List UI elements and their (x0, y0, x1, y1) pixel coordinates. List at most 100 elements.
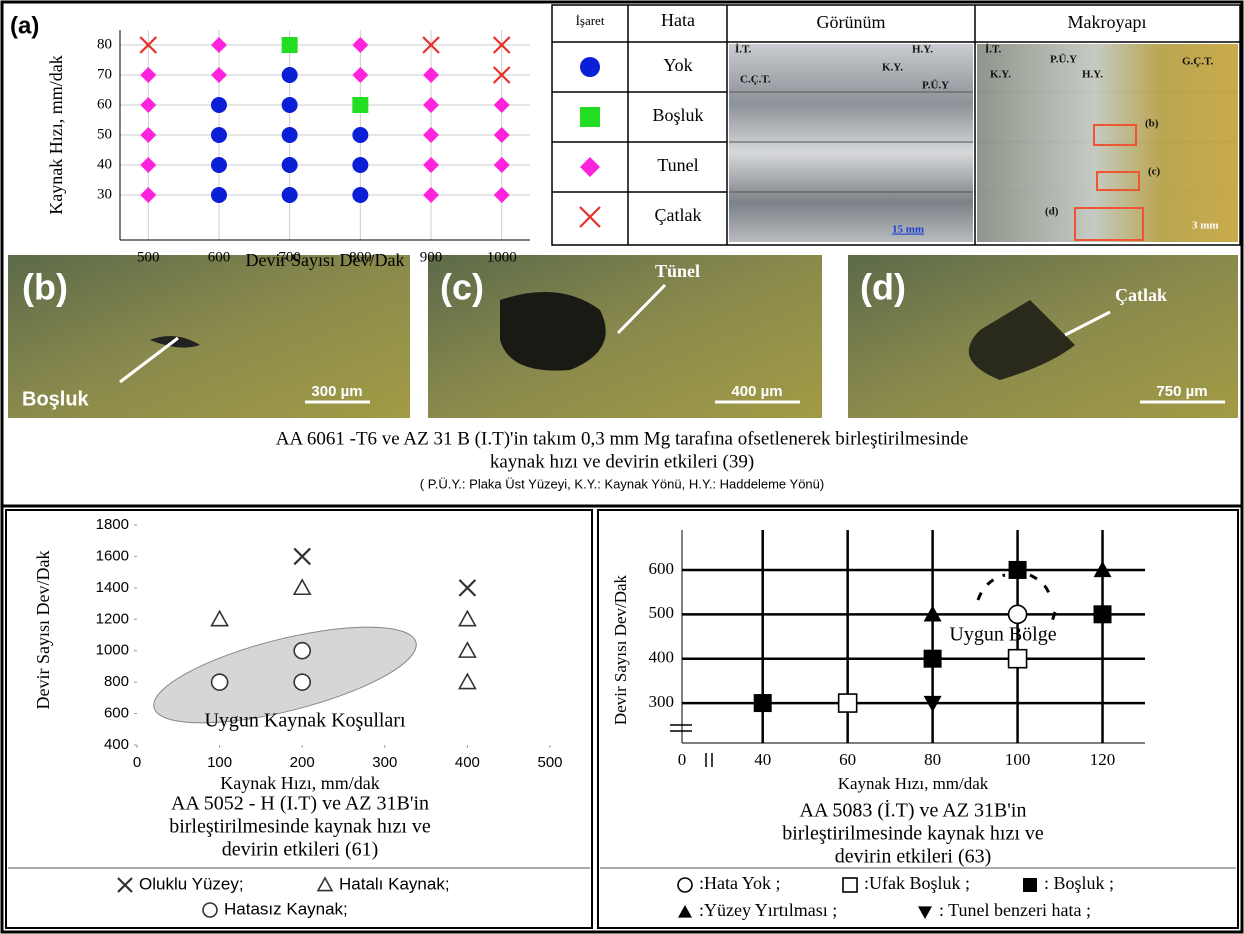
chart-title: birleştirilmesinde kaynak hızı ve (782, 823, 1044, 845)
point (140, 97, 156, 113)
panel-label: (a) (10, 12, 39, 39)
chart-title: AA 5083 (İ.T) ve AZ 31B'in (800, 799, 1027, 822)
point (352, 157, 368, 173)
y-tick-label: 30 (97, 186, 112, 202)
point (352, 127, 368, 143)
legend-label: Oluklu Yüzey; (139, 874, 244, 893)
y-tick-label: 1400 (96, 579, 129, 596)
photo-label: P.Ü.Y (922, 79, 949, 92)
x-axis-title: Devir Sayısı Dev/Dak (246, 250, 405, 270)
point (423, 127, 439, 143)
point (423, 97, 439, 113)
point (423, 67, 439, 83)
point (1009, 605, 1027, 623)
point (352, 187, 368, 203)
scale-label: 3 mm (1192, 220, 1219, 232)
legend-marker (678, 878, 692, 892)
photo-label: (d) (1045, 206, 1059, 218)
point (494, 187, 510, 203)
point (212, 611, 228, 625)
y-tick-label: 60 (97, 96, 112, 112)
point (211, 157, 227, 173)
macro-photo (977, 44, 1238, 242)
x-axis-title: Kaynak Hızı, mm/dak (838, 774, 989, 793)
point (282, 67, 298, 83)
point (459, 674, 475, 688)
point (352, 97, 368, 113)
photo-label: (c) (1148, 166, 1161, 178)
point (211, 37, 227, 53)
legend-marker (843, 878, 857, 892)
y-axis-title: Devir Sayısı Dev/Dak (33, 551, 53, 710)
point (211, 187, 227, 203)
table-header: Görünüm (817, 12, 886, 32)
legend-label: Tunel (657, 155, 698, 175)
micrograph-annotation: Boşluk (22, 388, 90, 410)
figure-caption: kaynak hızı ve devirin etkileri (39) (490, 451, 754, 472)
point (140, 157, 156, 173)
point (282, 37, 298, 53)
micrograph-label: (b) (22, 267, 68, 308)
y-tick-label: 400 (104, 736, 129, 753)
legend-marker (580, 207, 600, 227)
scale-label: 400 µm (731, 383, 782, 400)
point (423, 157, 439, 173)
table-header: İşaret (576, 13, 605, 28)
x-tick-label: 600 (208, 249, 231, 265)
point (282, 97, 298, 113)
legend-label: :Ufak Boşluk ; (864, 873, 970, 893)
micrograph-annotation: Çatlak (1115, 285, 1167, 305)
y-axis-title: Devir Sayısı Dev/Dak (611, 574, 630, 725)
point (211, 127, 227, 143)
y-tick-label: 800 (104, 673, 129, 690)
point (1094, 605, 1112, 623)
point (754, 694, 772, 712)
point (294, 643, 310, 659)
x-tick-label: 200 (290, 754, 315, 771)
legend-label: Çatlak (655, 205, 702, 225)
x-tick-label: 100 (207, 754, 232, 771)
annotation: Uygun Kaynak Koşulları (204, 710, 406, 732)
point (294, 580, 310, 594)
x-tick-label: 400 (455, 754, 480, 771)
photo-label: İ.T. (735, 44, 752, 56)
point (924, 650, 942, 668)
point (212, 674, 228, 690)
point (494, 127, 510, 143)
chart-title: AA 5052 - H (I.T) ve AZ 31B'in (171, 793, 429, 815)
legend-label: :Yüzey Yırtılması ; (699, 900, 837, 920)
y-tick-label: 500 (649, 603, 675, 622)
y-tick-label: 600 (104, 705, 129, 722)
y-tick-label: 1200 (96, 610, 129, 627)
y-tick-label: 40 (97, 156, 112, 172)
photo-label: K.Y. (990, 69, 1011, 81)
photo-label: G.Ç.T. (1182, 56, 1214, 68)
table-header: Hata (661, 10, 695, 30)
x-tick-label: 500 (537, 754, 562, 771)
point (282, 157, 298, 173)
legend-marker (118, 878, 132, 892)
scale-label: 15 mm (892, 224, 924, 236)
figure: (a) İşaret Hata Görünüm Makroyapı İ.T. C… (0, 0, 1244, 934)
figure-caption: ( P.Ü.Y.: Plaka Üst Yüzeyi, K.Y.: Kaynak… (420, 476, 824, 491)
x-tick-label: 1000 (487, 249, 517, 265)
y-tick-label: 600 (649, 559, 675, 578)
point (282, 127, 298, 143)
legend-marker (318, 878, 332, 891)
point (1009, 561, 1027, 579)
x-tick-label: 100 (1005, 750, 1031, 769)
point (459, 643, 475, 657)
legend-marker (580, 157, 600, 177)
y-tick-label: 50 (97, 126, 112, 142)
point (140, 127, 156, 143)
y-axis-title: Kaynak Hızı, mm/dak (46, 55, 66, 214)
photo-label: (b) (1145, 118, 1159, 130)
legend-label: : Boşluk ; (1044, 873, 1114, 893)
photo-label: P.Ü.Y (1050, 53, 1077, 66)
x-axis-title: Kaynak Hızı, mm/dak (220, 773, 379, 793)
x-tick-label: 500 (137, 249, 160, 265)
point (140, 187, 156, 203)
y-tick-label: 70 (97, 66, 112, 82)
legend-marker (678, 905, 692, 918)
point (352, 67, 368, 83)
